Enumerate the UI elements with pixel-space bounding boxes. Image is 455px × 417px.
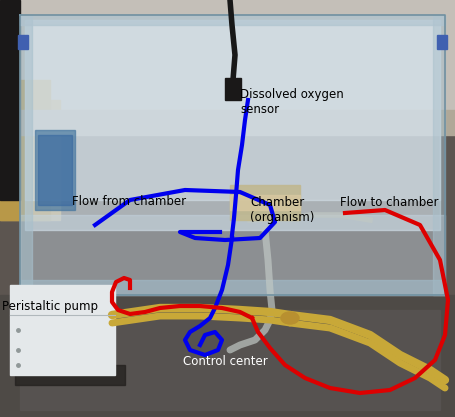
Bar [0, 110, 455, 135]
Bar [0, 100, 60, 220]
Text: Chamber
(organism): Chamber (organism) [249, 196, 313, 224]
Bar [432, 15, 444, 295]
Bar [224, 78, 241, 100]
Bar [0, 0, 455, 120]
Bar [20, 15, 444, 25]
Bar [20, 310, 439, 410]
Text: Control center: Control center [182, 355, 267, 368]
Bar [18, 35, 28, 49]
Bar [25, 20, 439, 200]
Ellipse shape [280, 312, 298, 324]
Bar [10, 285, 115, 375]
Bar [0, 295, 455, 417]
Text: Flow to chamber: Flow to chamber [339, 196, 438, 209]
Text: Peristaltic pump: Peristaltic pump [2, 300, 98, 313]
Text: Dissolved oxygen
sensor: Dissolved oxygen sensor [239, 88, 343, 116]
Bar [0, 80, 50, 220]
Bar [35, 130, 75, 210]
Bar [436, 35, 446, 49]
Bar [25, 20, 439, 230]
Bar [229, 195, 299, 210]
Text: Flow from chamber: Flow from chamber [72, 195, 186, 208]
Bar [20, 15, 32, 295]
Bar [20, 280, 444, 295]
Bar [0, 0, 20, 200]
Bar [15, 365, 125, 385]
Bar [20, 215, 444, 295]
Bar [229, 185, 299, 220]
Bar [38, 135, 72, 205]
